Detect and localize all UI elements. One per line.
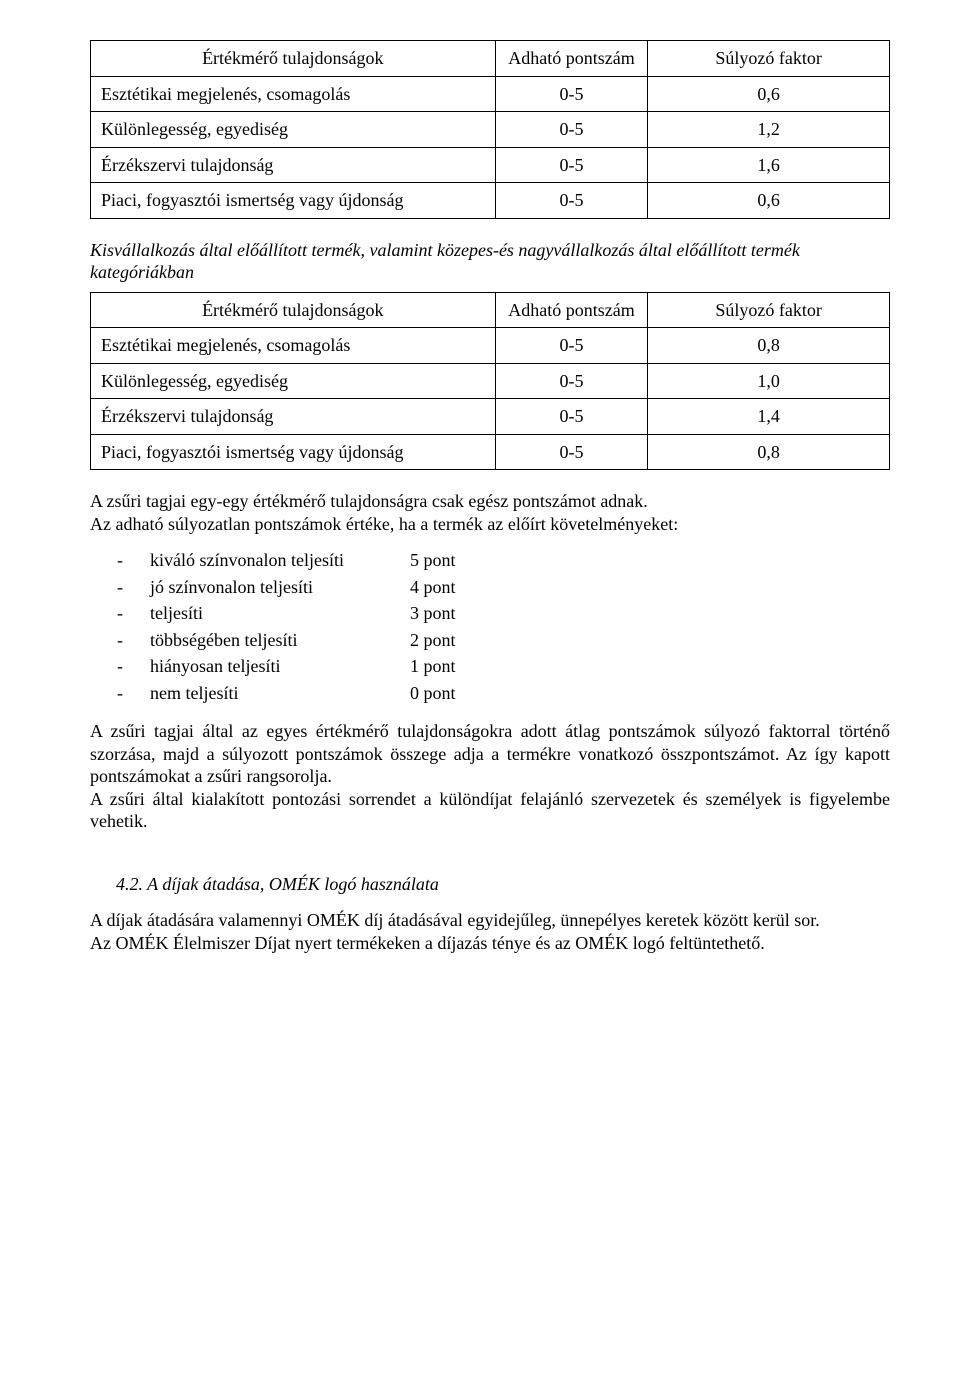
- level-label: hiányosan teljesíti: [150, 653, 410, 680]
- cell-prop: Piaci, fogyasztói ismertség vagy újdonsá…: [91, 183, 496, 219]
- cell-prop: Piaci, fogyasztói ismertség vagy újdonsá…: [91, 434, 496, 470]
- cell-score: 0-5: [495, 399, 648, 435]
- level-label: nem teljesíti: [150, 680, 410, 707]
- dash-icon: -: [90, 653, 150, 680]
- cell-score: 0-5: [495, 183, 648, 219]
- cell-factor: 1,4: [648, 399, 890, 435]
- table-row: Különlegesség, egyediség 0-5 1,2: [91, 112, 890, 148]
- paragraph-special-prize: A zsűri által kialakított pontozási sorr…: [90, 788, 890, 833]
- cell-factor: 1,6: [648, 147, 890, 183]
- cell-prop: Érzékszervi tulajdonság: [91, 399, 496, 435]
- criteria-table-1: Értékmérő tulajdonságok Adható pontszám …: [90, 40, 890, 219]
- table2-intro: Kisvállalkozás által előállított termék,…: [90, 239, 890, 284]
- cell-score: 0-5: [495, 76, 648, 112]
- score-levels-list: - kiváló színvonalon teljesíti 5 pont - …: [90, 547, 490, 706]
- dash-icon: -: [90, 600, 150, 627]
- header-score: Adható pontszám: [495, 41, 648, 77]
- list-item: - többségében teljesíti 2 pont: [90, 627, 490, 654]
- level-label: többségében teljesíti: [150, 627, 410, 654]
- dash-icon: -: [90, 680, 150, 707]
- section-4-2-heading: 4.2. A díjak átadása, OMÉK logó használa…: [116, 873, 890, 896]
- paragraph-award-ceremony: A díjak átadására valamennyi OMÉK díj át…: [90, 909, 890, 932]
- table-header-row: Értékmérő tulajdonságok Adható pontszám …: [91, 41, 890, 77]
- level-points: 0 pont: [410, 680, 490, 707]
- header-score: Adható pontszám: [495, 292, 648, 328]
- level-points: 3 pont: [410, 600, 490, 627]
- cell-score: 0-5: [495, 363, 648, 399]
- cell-prop: Érzékszervi tulajdonság: [91, 147, 496, 183]
- level-points: 2 pont: [410, 627, 490, 654]
- header-property: Értékmérő tulajdonságok: [91, 41, 496, 77]
- table-header-row: Értékmérő tulajdonságok Adható pontszám …: [91, 292, 890, 328]
- cell-factor: 0,6: [648, 76, 890, 112]
- level-label: jó színvonalon teljesíti: [150, 574, 410, 601]
- table-row: Piaci, fogyasztói ismertség vagy újdonsá…: [91, 434, 890, 470]
- table-row: Érzékszervi tulajdonság 0-5 1,4: [91, 399, 890, 435]
- cell-factor: 0,8: [648, 434, 890, 470]
- list-item: - hiányosan teljesíti 1 pont: [90, 653, 490, 680]
- level-label: teljesíti: [150, 600, 410, 627]
- criteria-table-2: Értékmérő tulajdonságok Adható pontszám …: [90, 292, 890, 471]
- list-item: - teljesíti 3 pont: [90, 600, 490, 627]
- list-item: - kiváló színvonalon teljesíti 5 pont: [90, 547, 490, 574]
- level-label: kiváló színvonalon teljesíti: [150, 547, 410, 574]
- table-row: Esztétikai megjelenés, csomagolás 0-5 0,…: [91, 328, 890, 364]
- header-property: Értékmérő tulajdonságok: [91, 292, 496, 328]
- cell-prop: Esztétikai megjelenés, csomagolás: [91, 76, 496, 112]
- header-factor: Súlyozó faktor: [648, 41, 890, 77]
- paragraph-weighting: A zsűri tagjai által az egyes értékmérő …: [90, 720, 890, 788]
- dash-icon: -: [90, 627, 150, 654]
- cell-prop: Esztétikai megjelenés, csomagolás: [91, 328, 496, 364]
- dash-icon: -: [90, 547, 150, 574]
- header-factor: Súlyozó faktor: [648, 292, 890, 328]
- level-points: 4 pont: [410, 574, 490, 601]
- cell-factor: 0,8: [648, 328, 890, 364]
- level-points: 1 pont: [410, 653, 490, 680]
- table-row: Esztétikai megjelenés, csomagolás 0-5 0,…: [91, 76, 890, 112]
- cell-factor: 1,0: [648, 363, 890, 399]
- cell-score: 0-5: [495, 328, 648, 364]
- cell-score: 0-5: [495, 434, 648, 470]
- dash-icon: -: [90, 574, 150, 601]
- cell-factor: 0,6: [648, 183, 890, 219]
- paragraph-jury-integer: A zsűri tagjai egy-egy értékmérő tulajdo…: [90, 490, 890, 513]
- list-item: - jó színvonalon teljesíti 4 pont: [90, 574, 490, 601]
- level-points: 5 pont: [410, 547, 490, 574]
- paragraph-logo-use: Az OMÉK Élelmiszer Díjat nyert termékeke…: [90, 932, 890, 955]
- table-row: Érzékszervi tulajdonság 0-5 1,6: [91, 147, 890, 183]
- table-row: Piaci, fogyasztói ismertség vagy újdonsá…: [91, 183, 890, 219]
- table-row: Különlegesség, egyediség 0-5 1,0: [91, 363, 890, 399]
- cell-score: 0-5: [495, 112, 648, 148]
- list-item: - nem teljesíti 0 pont: [90, 680, 490, 707]
- cell-prop: Különlegesség, egyediség: [91, 363, 496, 399]
- cell-factor: 1,2: [648, 112, 890, 148]
- cell-score: 0-5: [495, 147, 648, 183]
- cell-prop: Különlegesség, egyediség: [91, 112, 496, 148]
- paragraph-scoring-intro: Az adható súlyozatlan pontszámok értéke,…: [90, 513, 890, 536]
